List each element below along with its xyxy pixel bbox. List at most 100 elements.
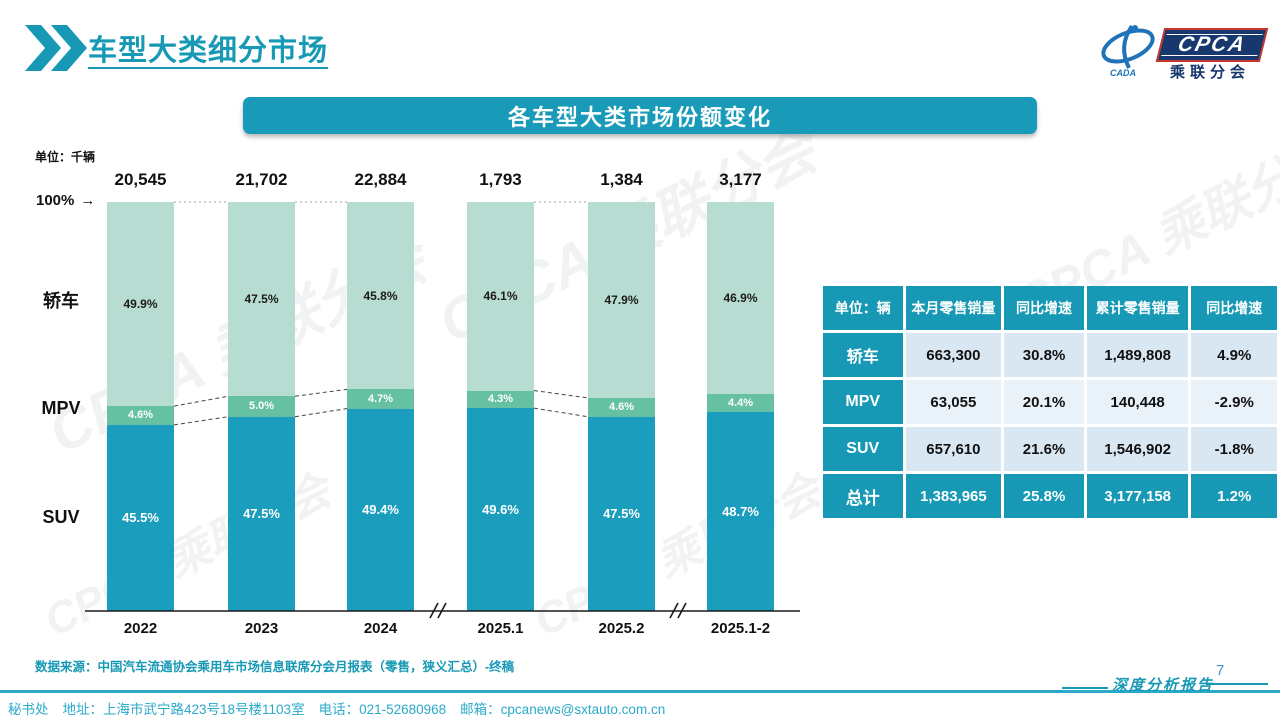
page-title: 车型大类细分市场 — [88, 35, 329, 67]
bar-value-轿车-2023: 47.5% — [244, 292, 279, 307]
table-cell-总计-1: 25.8% — [1004, 474, 1084, 518]
bar-value-MPV-2024: 4.7% — [367, 392, 394, 405]
table-cell-轿车-1: 30.8% — [1004, 333, 1084, 377]
bar-value-MPV-2025.1: 4.3% — [487, 393, 514, 406]
bar-segment-MPV-2025.1: 4.3% — [467, 390, 534, 409]
bar-value-SUV-2025.2: 47.5% — [603, 506, 640, 522]
bar-value-SUV-2024: 49.4% — [362, 502, 399, 518]
bar-value-轿车-2025.1: 46.1% — [483, 289, 518, 304]
bar-segment-轿车-2025.1-2: 46.9% — [707, 202, 774, 394]
bar-segment-MPV-2024: 4.7% — [347, 389, 414, 409]
bar-total-2022: 20,545 — [114, 170, 167, 189]
axis-100-marker: 100% → — [36, 192, 95, 209]
bar-segment-轿车-2023: 47.5% — [228, 202, 295, 397]
axis-label-2022: 2022 — [123, 620, 158, 637]
bar-segment-SUV-2025.1-2: 48.7% — [707, 411, 774, 611]
footer-secretariat: 秘书处 — [8, 702, 49, 717]
bar-total-2025.1: 1,793 — [479, 170, 522, 189]
footer-email: 邮箱：cpcanews@sxtauto.com.cn — [460, 702, 666, 717]
table-row-label-MPV: MPV — [823, 380, 903, 424]
cpca-subtitle: 乘联分会 — [1169, 64, 1250, 81]
bar-segment-SUV-2025.2: 47.5% — [588, 416, 655, 611]
bar-value-MPV-2025.1-2: 4.4% — [727, 396, 754, 409]
series-label-mpv: MPV — [41, 398, 81, 418]
table-cell-轿车-2: 1,489,808 — [1086, 333, 1189, 377]
bar-value-MPV-2023: 5.0% — [248, 400, 275, 413]
bar-value-轿车-2022: 49.9% — [123, 297, 158, 312]
footer-divider — [0, 690, 1280, 693]
table-row-SUV: SUV 657,610 21.6% 1,546,902 -1.8% — [823, 427, 1277, 471]
bar-segment-轿车-2022: 49.9% — [107, 202, 174, 407]
axis-label-2025.1: 2025.1 — [477, 620, 524, 637]
footer-phone: 电话：021-52680968 — [318, 702, 447, 717]
table-row-label-SUV: SUV — [823, 427, 903, 471]
chart-unit-label: 单位：千辆 — [35, 150, 96, 164]
table-cell-轿车-0: 663,300 — [905, 333, 1002, 377]
svg-text:CADA: CADA — [1110, 68, 1136, 78]
bar-value-MPV-2025.2: 4.6% — [608, 401, 635, 414]
table-header-col-3: 同比增速 — [1191, 286, 1277, 330]
table-cell-SUV-2: 1,546,902 — [1086, 427, 1189, 471]
table-row-MPV: MPV 63,055 20.1% 140,448 -2.9% — [823, 380, 1277, 424]
report-footer-label: 深度分析报告 — [1112, 676, 1215, 694]
table-header-col-1: 同比增速 — [1004, 286, 1084, 330]
table-cell-总计-3: 1.2% — [1191, 474, 1277, 518]
double-chevron-icon — [25, 25, 87, 76]
axis-label-2025.1-2: 2025.1-2 — [710, 620, 771, 637]
bar-value-轿车-2025.1-2: 46.9% — [723, 290, 758, 305]
page-number: 7 — [1216, 662, 1225, 679]
bar-segment-轿车-2025.1: 46.1% — [467, 202, 534, 391]
bar-total-2025.2: 1,384 — [600, 170, 643, 189]
cpca-badge: CPCA — [1155, 28, 1269, 62]
cpca-badge-text: CPCA — [1175, 33, 1249, 56]
table-row-总计: 总计 1,383,965 25.8% 3,177,158 1.2% — [823, 474, 1277, 518]
axis-label-2023: 2023 — [244, 620, 279, 637]
bar-value-SUV-2023: 47.5% — [243, 506, 280, 522]
table-header-col-0: 本月零售销量 — [905, 286, 1002, 330]
axis-label-2025.2: 2025.2 — [598, 620, 645, 637]
retail-sales-table-grid: 单位：辆 本月零售销量 同比增速 累计零售销量 同比增速 轿车 663,300 30.8% 1,… — [820, 283, 1280, 521]
bar-segment-MPV-2022: 4.6% — [107, 406, 174, 425]
bar-value-SUV-2025.1-2: 48.7% — [722, 503, 759, 519]
table-cell-MPV-3: -2.9% — [1191, 380, 1277, 424]
footer-contact: 秘书处 地址：上海市武宁路423号18号楼1103室 电话：021-52680968… — [8, 698, 679, 718]
data-source-note: 数据来源：中国汽车流通协会乘用车市场信息联席分会月报表（零售，狭义汇总）-终稿 — [35, 660, 515, 674]
table-cell-SUV-1: 21.6% — [1004, 427, 1084, 471]
bar-segment-轿车-2025.2: 47.9% — [588, 202, 655, 398]
report-footer-line-left — [1062, 687, 1108, 689]
table-cell-轿车-3: 4.9% — [1191, 333, 1277, 377]
table-header-unit: 单位：辆 — [823, 286, 903, 330]
table-row-label-轿车: 轿车 — [823, 333, 903, 377]
bar-value-SUV-2025.1: 49.6% — [482, 502, 519, 518]
table-cell-MPV-2: 140,448 — [1086, 380, 1189, 424]
series-label-suv: SUV — [42, 507, 80, 527]
bar-segment-SUV-2024: 49.4% — [347, 408, 414, 611]
bar-segment-SUV-2023: 47.5% — [228, 416, 295, 611]
axis-100-label: 100% — [36, 192, 75, 209]
bar-value-轿车-2025.2: 47.9% — [604, 292, 639, 307]
bar-value-轿车-2024: 45.8% — [363, 288, 398, 303]
table-cell-总计-2: 3,177,158 — [1086, 474, 1189, 518]
chart-title-banner: 各车型大类市场份额变化 — [243, 97, 1037, 134]
table-row-轿车: 轿车 663,300 30.8% 1,489,808 4.9% — [823, 333, 1277, 377]
table-header-col-2: 累计零售销量 — [1086, 286, 1189, 330]
bar-value-SUV-2022: 45.5% — [122, 510, 159, 526]
bar-segment-MPV-2025.2: 4.6% — [588, 397, 655, 417]
report-footer-line-right — [1206, 683, 1268, 685]
bar-segment-MPV-2025.1-2: 4.4% — [707, 393, 774, 412]
cpca-logo: CADA CPCA 乘联分会 — [1098, 22, 1269, 81]
bar-total-2025.1-2: 3,177 — [719, 170, 762, 189]
bar-segment-SUV-2025.1: 49.6% — [467, 408, 534, 611]
table-row-label-总计: 总计 — [823, 474, 903, 518]
retail-sales-table: 单位：辆 本月零售销量 同比增速 累计零售销量 同比增速 轿车 663,300 30.8% 1,… — [820, 283, 1280, 521]
bar-total-2023: 21,702 — [235, 170, 288, 189]
table-cell-SUV-0: 657,610 — [905, 427, 1002, 471]
axis-label-2024: 2024 — [363, 620, 398, 637]
bar-segment-SUV-2022: 45.5% — [107, 424, 174, 611]
table-header-row: 单位：辆 本月零售销量 同比增速 累计零售销量 同比增速 — [823, 286, 1277, 330]
table-cell-SUV-3: -1.8% — [1191, 427, 1277, 471]
series-label-sedan: 轿车 — [43, 291, 79, 311]
table-cell-总计-0: 1,383,965 — [905, 474, 1002, 518]
bar-value-MPV-2022: 4.6% — [127, 409, 154, 422]
